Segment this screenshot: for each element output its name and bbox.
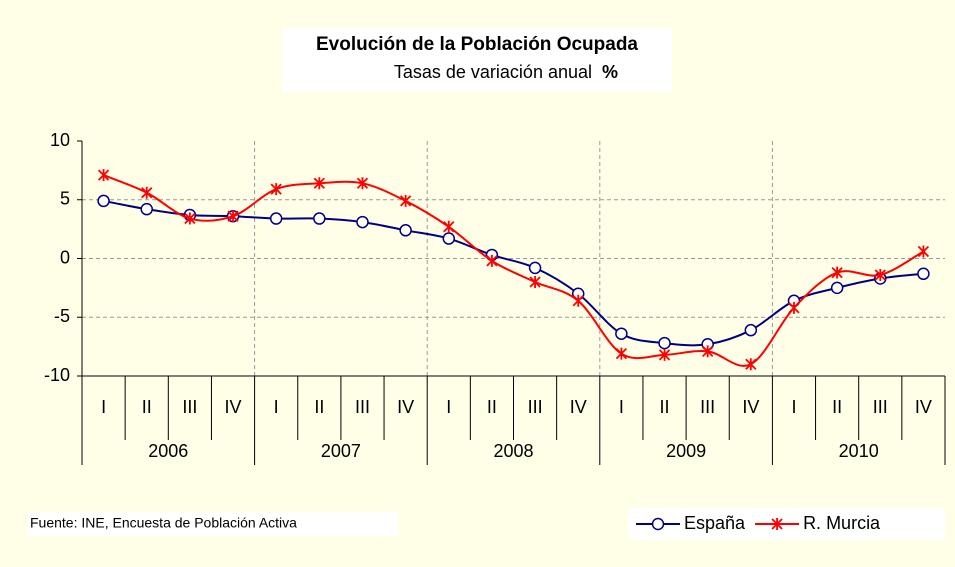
marker bbox=[615, 347, 628, 360]
x-tick-label: II bbox=[487, 397, 497, 417]
chart-subtitle: Tasas de variación anual bbox=[394, 62, 592, 82]
x-tick-label: III bbox=[355, 397, 370, 417]
y-tick-label: -5 bbox=[54, 306, 70, 326]
x-tick-label: II bbox=[142, 397, 152, 417]
x-tick-label: IV bbox=[915, 397, 932, 417]
marker bbox=[744, 323, 758, 337]
year-label: 2009 bbox=[666, 441, 706, 461]
x-tick-label: I bbox=[274, 397, 279, 417]
y-tick-label: 10 bbox=[50, 130, 70, 150]
marker bbox=[528, 261, 542, 275]
year-label: 2010 bbox=[839, 441, 879, 461]
x-tick-label: II bbox=[314, 397, 324, 417]
marker bbox=[97, 194, 110, 208]
marker bbox=[313, 212, 326, 225]
x-tick-label: I bbox=[619, 397, 624, 417]
year-label: 2007 bbox=[321, 441, 361, 461]
legend-label: España bbox=[684, 513, 746, 533]
x-tick-label: I bbox=[446, 397, 451, 417]
marker bbox=[97, 169, 110, 182]
x-tick-label: IV bbox=[225, 397, 242, 417]
year-label: 2006 bbox=[148, 441, 188, 461]
marker bbox=[529, 276, 541, 288]
x-tick-label: III bbox=[182, 397, 197, 417]
marker bbox=[771, 518, 783, 530]
marker bbox=[356, 177, 369, 190]
marker bbox=[917, 245, 930, 258]
marker bbox=[874, 268, 886, 281]
marker bbox=[745, 358, 757, 371]
x-tick-label: III bbox=[873, 397, 888, 417]
x-tick-label: IV bbox=[397, 397, 414, 417]
x-tick-label: III bbox=[528, 397, 543, 417]
marker bbox=[356, 215, 369, 229]
y-tick-label: 5 bbox=[60, 189, 70, 209]
marker bbox=[658, 336, 671, 350]
x-tick-label: I bbox=[791, 397, 796, 417]
marker bbox=[399, 194, 412, 207]
x-tick-label: II bbox=[832, 397, 842, 417]
marker bbox=[140, 202, 153, 216]
series-line bbox=[103, 174, 924, 367]
marker bbox=[651, 517, 665, 531]
marker bbox=[788, 301, 800, 314]
chart-subtitle-unit: % bbox=[602, 62, 618, 82]
marker bbox=[227, 210, 239, 223]
marker bbox=[831, 266, 843, 279]
x-tick-label: IV bbox=[742, 397, 759, 417]
marker bbox=[486, 254, 498, 267]
marker bbox=[399, 224, 412, 237]
chart-title: Evolución de la Población Ocupada bbox=[316, 34, 638, 55]
y-tick-label: -10 bbox=[44, 365, 70, 385]
marker bbox=[702, 345, 714, 358]
x-tick-label: III bbox=[700, 397, 715, 417]
legend-label: R. Murcia bbox=[803, 513, 881, 533]
x-tick-label: IV bbox=[570, 397, 587, 417]
marker bbox=[270, 183, 282, 196]
marker bbox=[141, 186, 153, 199]
title-box bbox=[282, 28, 672, 92]
marker bbox=[572, 294, 584, 307]
source-box bbox=[28, 512, 398, 536]
marker bbox=[442, 232, 456, 245]
marker bbox=[658, 348, 671, 361]
marker bbox=[313, 177, 325, 190]
marker bbox=[269, 212, 283, 225]
x-tick-label: II bbox=[660, 397, 670, 417]
source: Fuente: INE, Encuesta de Población Activ… bbox=[30, 515, 297, 531]
marker bbox=[917, 267, 930, 281]
x-tick-label: I bbox=[101, 397, 106, 417]
marker bbox=[443, 220, 455, 233]
marker bbox=[184, 212, 196, 225]
year-label: 2008 bbox=[493, 441, 533, 461]
marker bbox=[615, 327, 628, 340]
y-tick-label: 0 bbox=[60, 247, 70, 267]
marker bbox=[830, 281, 844, 295]
